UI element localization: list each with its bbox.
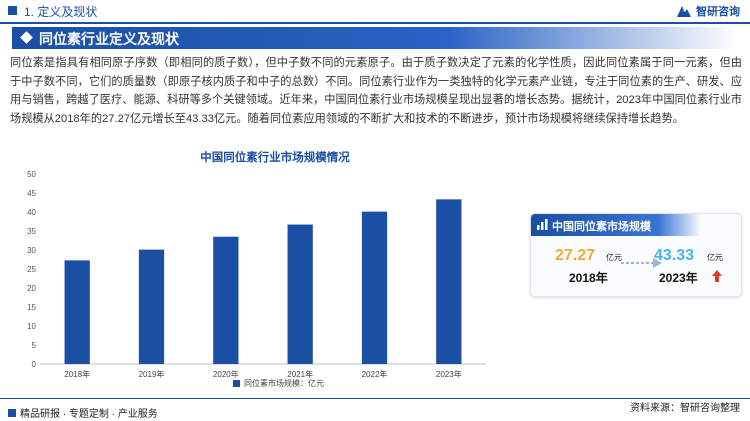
x-tick-label: 2018年 <box>64 369 90 379</box>
y-tick-label: 50 <box>27 170 36 179</box>
data-source-text: 资料来源：智研咨询整理 <box>630 403 740 414</box>
x-tick-label: 2023年 <box>436 369 462 379</box>
top-bar: 1. 定义及现状 智研咨询 <box>0 0 750 24</box>
bar-1 <box>138 249 165 364</box>
end-unit: 亿元 <box>707 253 723 262</box>
x-tick-label: 2021年 <box>287 369 313 379</box>
bar-5 <box>436 199 462 364</box>
bar-3 <box>287 224 313 364</box>
y-tick-label: 15 <box>27 303 36 312</box>
summary-card-title: 中国同位素市场规模 <box>552 221 651 233</box>
start-unit: 亿元 <box>606 253 622 262</box>
y-tick-label: 30 <box>27 246 36 255</box>
bar-chart: 0 5 10 15 20 25 30 35 40 45 50 2018年 2019年 2020年 2021年… <box>27 170 486 388</box>
y-tick-label: 10 <box>27 322 36 331</box>
bar-4 <box>361 211 388 364</box>
intro-paragraph: 同位素是指具有相同原子序数（即相同的质子数），但中子数不同的元素原子。由于质子数… <box>10 57 742 125</box>
bar-2 <box>213 236 239 364</box>
title-banner: 同位素行业定义及现状 <box>12 27 738 49</box>
y-tick-label: 5 <box>32 341 37 350</box>
summary-card-header: 中国同位素市场规模 <box>531 214 701 236</box>
page-title: 同位素行业定义及现状 <box>39 31 179 47</box>
start-value: 27.27 <box>555 247 596 264</box>
logo-text: 智研咨询 <box>696 6 740 18</box>
y-tick-label: 25 <box>27 265 36 274</box>
bar-0 <box>64 260 90 364</box>
footer-divider <box>0 398 750 399</box>
legend-swatch <box>233 380 240 387</box>
x-tick-label: 2020年 <box>213 369 239 379</box>
section-square-icon <box>8 6 17 15</box>
chart-title: 中国同位素行业市场规模情况 <box>200 152 350 164</box>
x-tick-label: 2022年 <box>362 369 388 379</box>
brand-logo: 智研咨询 <box>676 3 740 19</box>
y-tick-label: 20 <box>27 284 36 293</box>
up-arrow-icon <box>712 270 722 282</box>
footer-services-text: 精品研报 · 专题定制 · 产业服务 <box>20 409 158 420</box>
section-label: 1. 定义及现状 <box>24 5 98 19</box>
summary-card: 中国同位素市场规模 27.27 亿元 2018年 43.33 亿元 2023年 <box>530 213 742 297</box>
y-tick-label: 40 <box>27 208 36 217</box>
right-arrow-icon <box>621 258 662 268</box>
logo-mark-icon <box>677 6 691 17</box>
y-tick-label: 0 <box>32 360 37 369</box>
y-tick-label: 35 <box>27 227 36 236</box>
diamond-icon <box>20 31 33 44</box>
footer-square-icon <box>8 408 16 417</box>
chart-bars-icon <box>537 219 548 230</box>
footer-left: 精品研报 · 专题定制 · 产业服务 <box>8 405 158 420</box>
start-year: 2018年 <box>569 271 608 285</box>
end-year: 2023年 <box>659 271 698 285</box>
y-tick-label: 45 <box>27 189 36 198</box>
legend-label: 同位素市场规模：亿元 <box>244 378 324 388</box>
end-value: 43.33 <box>654 247 695 264</box>
x-tick-label: 2019年 <box>139 369 165 379</box>
